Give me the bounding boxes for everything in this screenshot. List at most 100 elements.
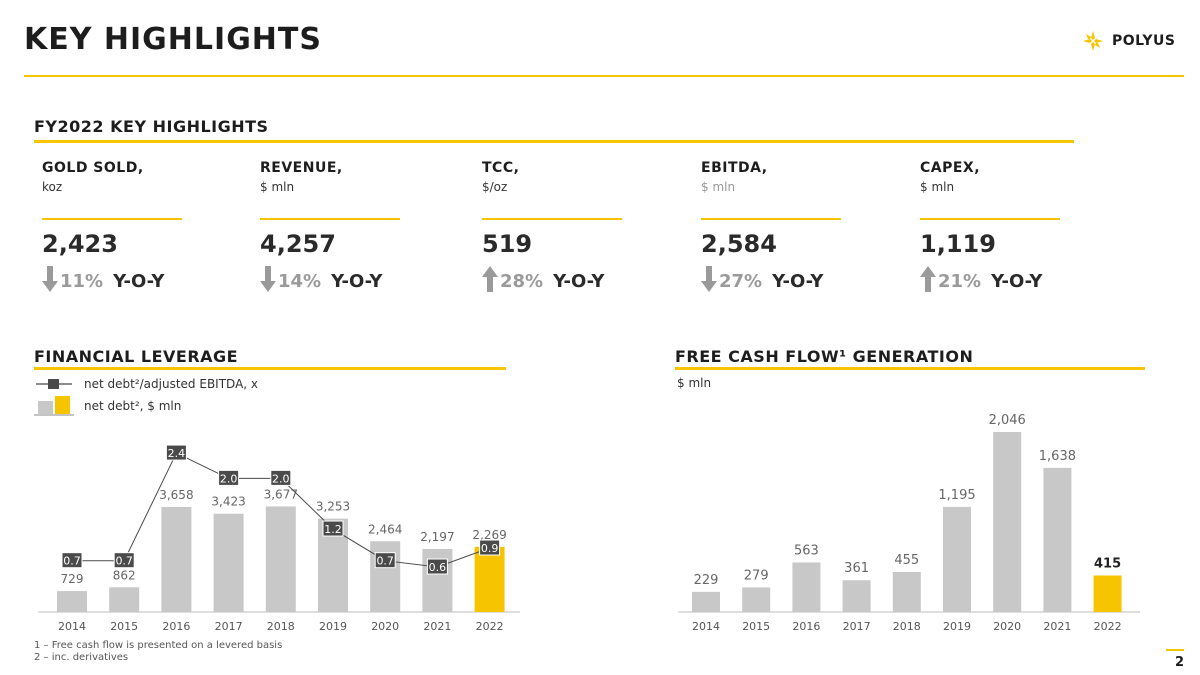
leverage-ratio-label: 0.7 [63,555,81,568]
leverage-title: FINANCIAL LEVERAGE [34,347,239,366]
leverage-divider [34,367,506,370]
x-tick-label: 2014 [692,620,720,633]
net-debt-bar [474,546,505,612]
kpi-value: 519 [482,230,533,258]
fcf-title: FREE CASH FLOW¹ GENERATION [675,347,974,366]
kpi-value: 2,584 [701,230,777,258]
arrow-up-icon [920,266,936,296]
kpi-divider [482,218,622,220]
fcf-bar [742,587,771,612]
kpi-change: 27% Y-O-Y [701,266,871,296]
arrow-down-icon [42,266,58,296]
leverage-ratio-label: 0.9 [481,542,499,555]
kpi-divider [920,218,1060,220]
net-debt-bar [422,548,453,612]
page-number-divider [1166,649,1184,651]
leverage-ratio-marker [113,552,135,569]
x-tick-label: 2018 [267,620,295,633]
header-divider [24,75,1184,77]
legend-bar-swatch-icon [34,396,74,416]
fcf-bar-label: 455 [894,553,919,568]
leverage-ratio-marker [270,469,292,486]
fcf-chart: 229 2014 279 2015 563 2016 361 2017 455 2018 1,195… [678,413,1140,633]
kpi-change-percent: 27% [719,270,763,292]
kpi-change-percent: 11% [60,270,104,292]
x-tick-label: 2017 [215,620,243,633]
fcf-bar-label: 415 [1094,556,1121,571]
kpi-card: EBITDA, $ mln 2,584 27% Y-O-Y [701,160,871,296]
fcf-bar [842,580,871,612]
kpi-unit: koz [42,180,63,194]
arrow-down-icon [260,266,276,296]
x-tick-label: 2021 [1043,620,1071,633]
net-debt-bar [57,591,87,612]
logo-text: POLYUS [1112,33,1176,49]
net-debt-bar-label: 3,423 [211,495,245,509]
kpi-label: CAPEX, [920,160,981,176]
page-number: 2 [1174,655,1184,670]
leverage-chart: 729 2014 862 2015 3,658 2016 3,423 2017 3,677 201… [38,444,520,633]
leverage-ratio-marker [479,539,501,556]
company-logo: POLYUS [1082,30,1176,52]
leverage-ratio-marker [165,444,187,461]
fcf-bar [1093,575,1122,612]
legend-bar-label: net debt², $ mln [84,399,182,413]
net-debt-bar [370,541,401,612]
fcf-unit-label: $ mln [677,376,712,390]
kpi-yoy-label: Y-O-Y [331,270,383,292]
legend-line-label: net debt²/adjusted EBITDA, x [84,377,259,391]
kpi-yoy-label: Y-O-Y [772,270,824,292]
kpi-card: CAPEX, $ mln 1,119 21% Y-O-Y [920,160,1090,296]
x-tick-label: 2020 [371,620,399,633]
kpi-card: GOLD SOLD, koz 2,423 11% Y-O-Y [42,160,212,296]
kpi-divider [260,218,400,220]
kpi-unit: $/oz [482,180,508,194]
fcf-bar-label: 1,195 [938,488,975,503]
x-tick-label: 2015 [742,620,770,633]
kpi-value: 2,423 [42,230,118,258]
kpi-change: 11% Y-O-Y [42,266,212,296]
net-debt-bar [265,506,296,612]
fcf-bar [892,571,921,612]
x-tick-label: 2016 [162,620,190,633]
fcf-bar [993,432,1022,612]
kpi-label: GOLD SOLD, [42,160,144,176]
net-debt-bar-label: 2,269 [472,528,506,542]
fcf-divider [675,367,1145,370]
leverage-ratio-label: 0.6 [429,561,447,574]
fcf-bar [692,591,720,612]
footnote-1: 1 – Free cash flow is presented on a lev… [34,640,283,651]
fcf-bar-label: 229 [694,573,719,588]
kpi-unit: $ mln [260,180,295,194]
leverage-ratio-label: 2.0 [272,472,290,485]
net-debt-bar-label: 2,464 [368,522,402,536]
x-tick-label: 2022 [1094,620,1122,633]
polyus-star-icon [1083,31,1103,51]
fcf-bar [943,506,971,612]
net-debt-bar [109,587,140,612]
kpi-value: 4,257 [260,230,336,258]
leverage-ratio-label: 0.7 [115,555,133,568]
kpi-yoy-label: Y-O-Y [553,270,605,292]
leverage-ratio-label: 2.0 [220,472,238,485]
net-debt-bar-label: 2,197 [420,530,454,544]
kpi-divider [701,218,841,220]
kpi-change-percent: 28% [500,270,544,292]
fcf-bar [792,562,821,612]
kpi-label: REVENUE, [260,160,343,176]
kpi-change: 14% Y-O-Y [260,266,430,296]
x-tick-label: 2016 [792,620,820,633]
kpi-label: EBITDA, [701,160,768,176]
kpi-yoy-label: Y-O-Y [991,270,1043,292]
kpi-section-title: FY2022 KEY HIGHLIGHTS [34,117,269,136]
x-tick-label: 2019 [943,620,971,633]
arrow-down-icon [701,266,717,296]
net-debt-bar-label: 729 [61,572,84,586]
kpi-label: TCC, [482,160,520,176]
x-tick-label: 2019 [319,620,347,633]
page-title: KEY HIGHLIGHTS [24,22,322,57]
kpi-change-percent: 14% [278,270,322,292]
x-tick-label: 2020 [993,620,1021,633]
net-debt-bar [213,513,244,612]
net-debt-bar-label: 3,677 [264,487,298,501]
